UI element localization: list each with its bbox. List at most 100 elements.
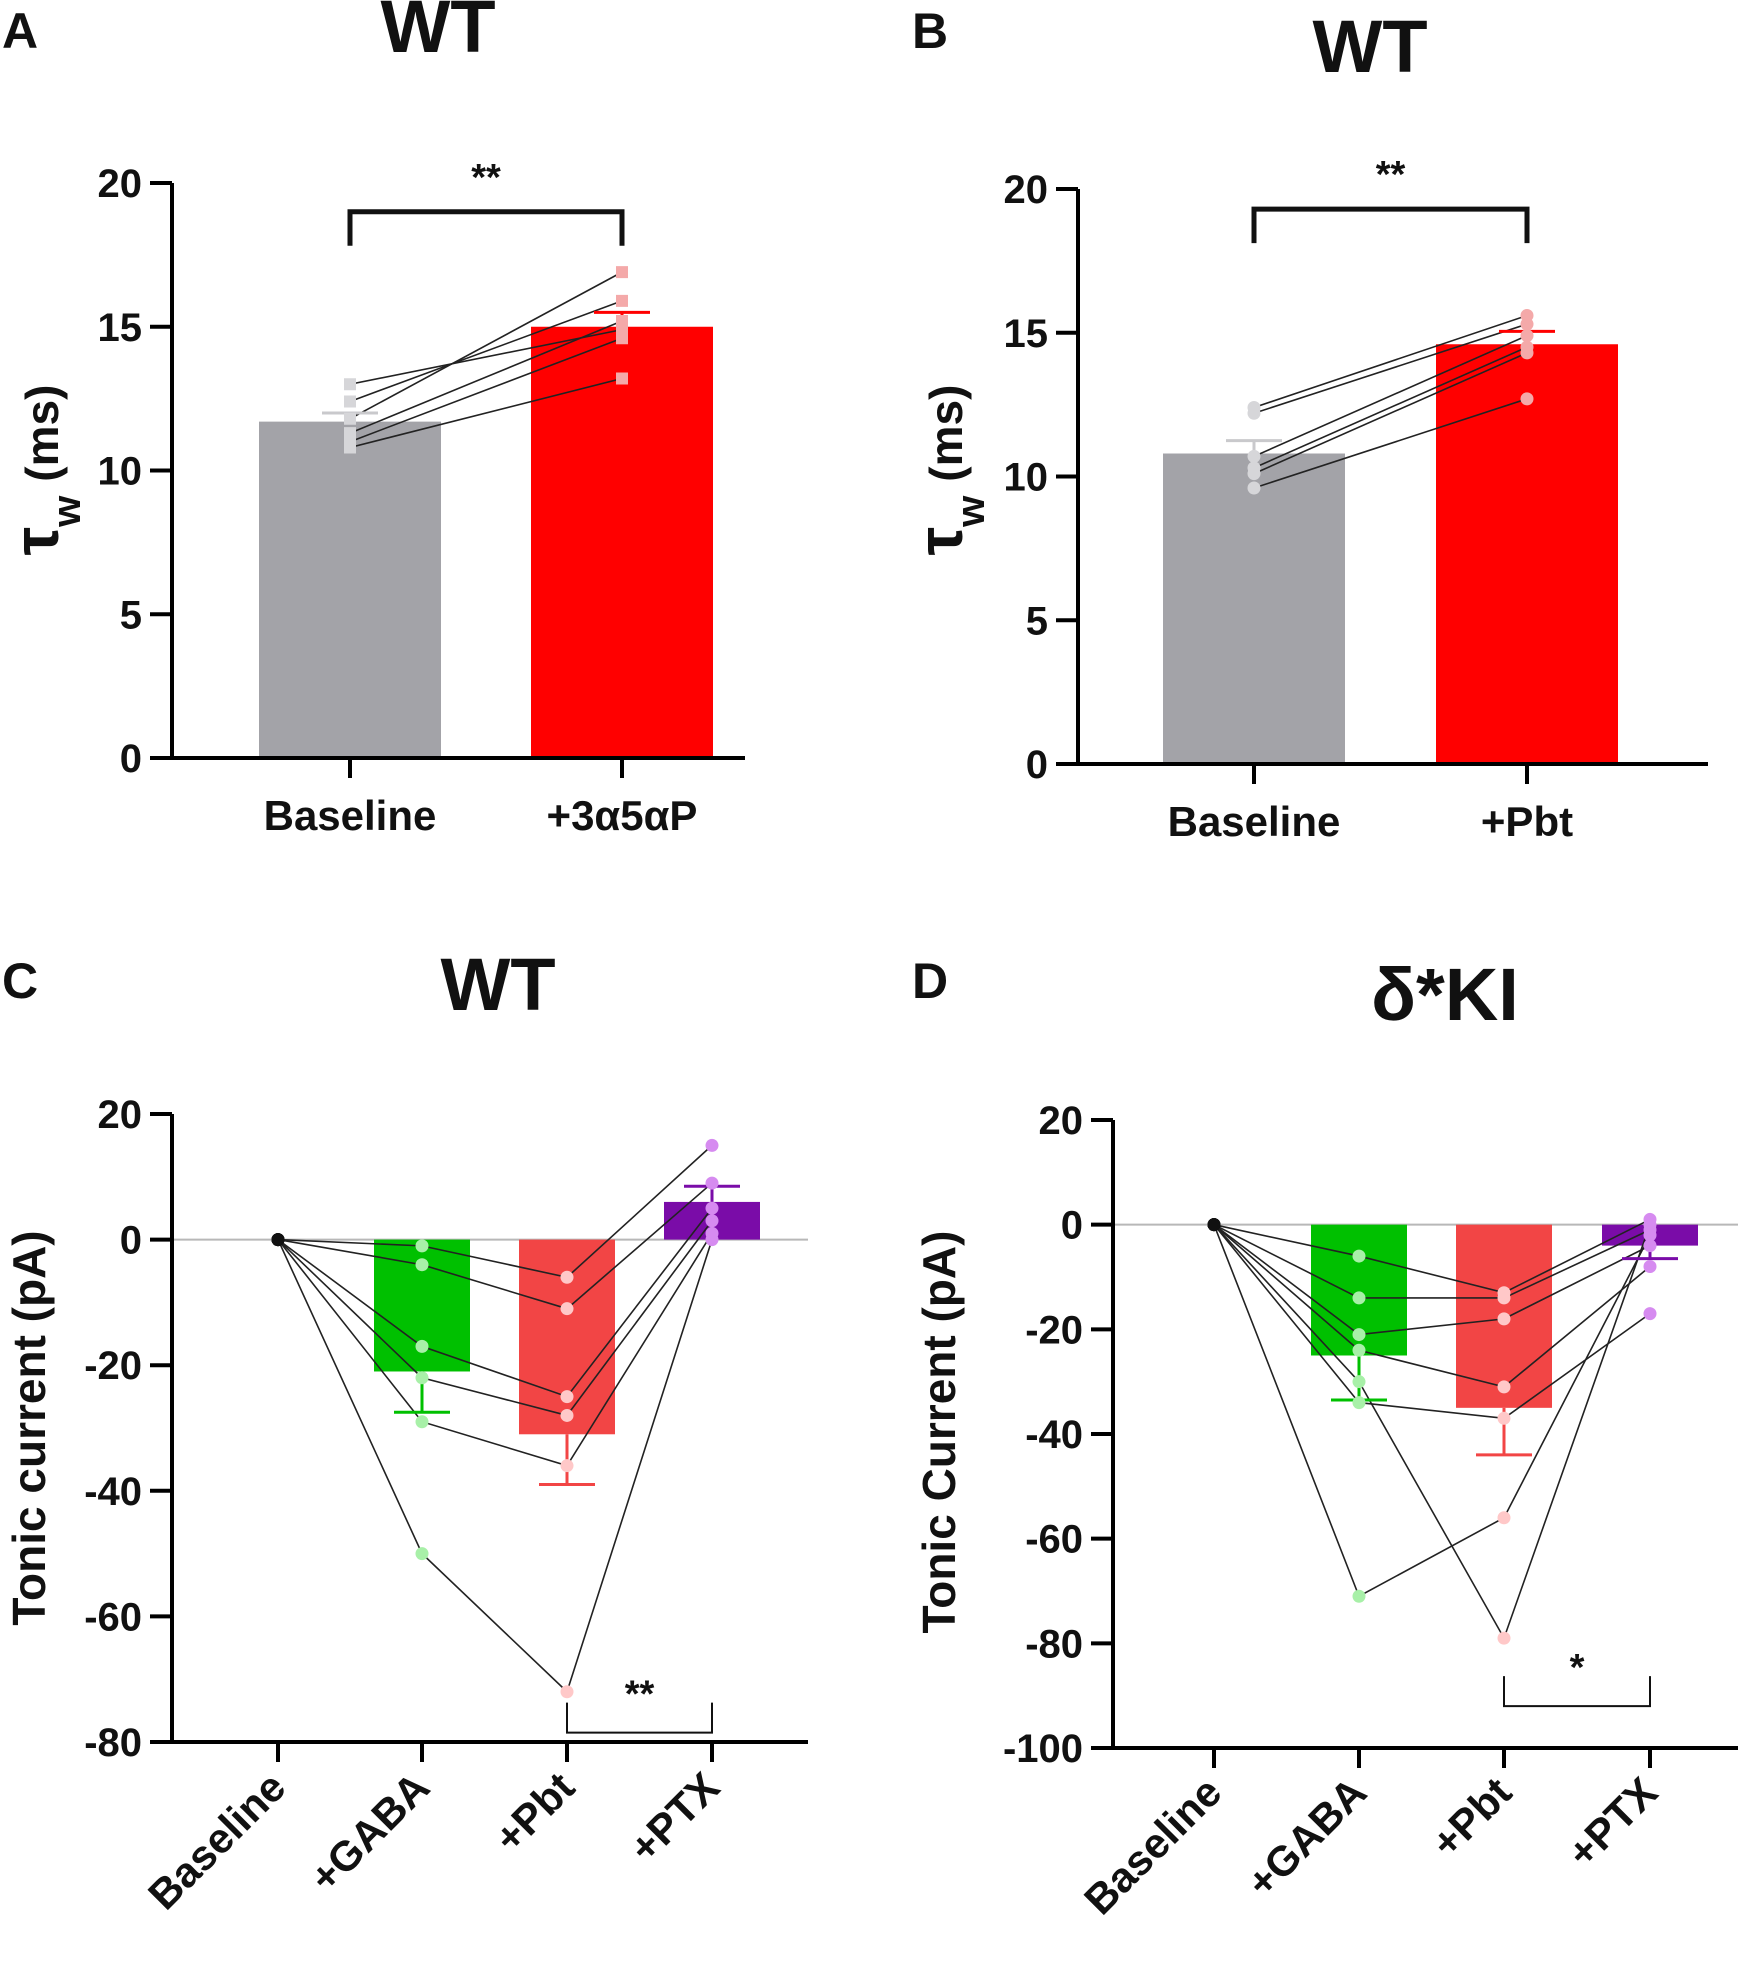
data-point <box>415 1239 429 1253</box>
data-point <box>415 1258 429 1272</box>
panel-title: δ*KI <box>1371 953 1519 1036</box>
significance-bracket <box>566 1702 713 1734</box>
data-point <box>1497 1511 1511 1525</box>
paired-line-4 <box>1253 352 1528 475</box>
data-point <box>1643 1218 1657 1232</box>
data-point <box>1352 1375 1366 1389</box>
paired-line-5 <box>349 377 623 449</box>
data-point <box>1247 467 1261 481</box>
paired-line-0 <box>1213 1218 1651 1294</box>
y-tick-label: -60 <box>84 1595 142 1639</box>
data-point <box>1643 1307 1657 1321</box>
data-point <box>1247 406 1261 420</box>
data-point <box>1497 1631 1511 1645</box>
paired-line-4 <box>277 1232 713 1467</box>
y-tick-label: 0 <box>120 1219 142 1263</box>
y-tick-label: 0 <box>1026 743 1048 787</box>
data-point <box>1643 1239 1657 1253</box>
data-point <box>560 1459 574 1473</box>
data-point <box>560 1302 574 1316</box>
x-tick-label: +3α5αP <box>547 792 698 839</box>
x-tick-label: +PTX <box>620 1763 728 1871</box>
significance-label: ** <box>1376 154 1406 196</box>
data-point <box>1643 1228 1657 1242</box>
data-point <box>344 412 356 425</box>
data-point <box>1352 1328 1366 1342</box>
paired-line-5 <box>1253 398 1528 489</box>
data-point <box>1497 1291 1511 1305</box>
x-tick-label: +Pbt <box>1422 1768 1520 1866</box>
y-axis-label: τw (ms) <box>904 385 993 556</box>
panel-title: WT <box>440 943 555 1026</box>
paired-line-2 <box>1253 334 1528 458</box>
y-axis-label: Tonic Current (pA) <box>913 1231 965 1634</box>
x-tick-label: Baseline <box>1168 798 1341 845</box>
y-tick-label: -100 <box>1003 1727 1083 1771</box>
data-point <box>1520 317 1534 331</box>
data-point <box>616 266 628 279</box>
panel-letter: D <box>912 953 948 1009</box>
y-tick-label: 20 <box>1004 168 1049 212</box>
bar-1 <box>531 326 713 758</box>
data-point <box>415 1547 429 1561</box>
panel-title: WT <box>380 0 495 68</box>
y-tick-label: 10 <box>1004 456 1049 500</box>
data-point <box>616 294 628 307</box>
y-tick-label: 20 <box>98 162 143 206</box>
significance-bracket <box>347 209 625 246</box>
paired-line-3 <box>1213 1224 1651 1388</box>
data-point <box>1643 1260 1657 1274</box>
data-point <box>415 1415 429 1429</box>
paired-line-0 <box>277 1144 713 1279</box>
data-point <box>560 1408 574 1422</box>
y-tick-label: 0 <box>1061 1204 1083 1248</box>
y-axis-label: τw (ms) <box>0 385 89 556</box>
data-point <box>1352 1343 1366 1357</box>
paired-line-5 <box>277 1239 713 1694</box>
data-point <box>705 1214 719 1228</box>
y-tick-label: 15 <box>98 306 143 350</box>
paired-line-0 <box>1253 314 1528 409</box>
y-tick-label: 20 <box>1039 1099 1084 1143</box>
data-point <box>1520 329 1534 343</box>
ylabel-subscript: w <box>45 495 89 528</box>
paired-line-5 <box>1213 1224 1651 1598</box>
bar-2 <box>519 1239 615 1435</box>
panel-c: C WT Tonic current (pA) -80 -60 -40 -20 0 20 Base… <box>2 943 808 1919</box>
paired-line-2 <box>277 1207 713 1398</box>
data-point <box>344 441 356 454</box>
panel-letter: B <box>912 3 948 59</box>
data-point <box>415 1339 429 1353</box>
x-tick-label: +Pbt <box>1481 798 1573 845</box>
y-tick-label: 5 <box>1026 599 1048 643</box>
bar-0 <box>1163 453 1345 764</box>
paired-line-0 <box>349 328 623 386</box>
panel-a: A WT τw (ms) 0 5 10 15 20 Baseline +3α5αP ** <box>0 0 745 839</box>
data-point <box>705 1233 719 1247</box>
data-point <box>616 332 628 345</box>
data-point <box>1247 449 1261 463</box>
y-tick-label: 15 <box>1004 312 1049 356</box>
data-point <box>705 1201 719 1215</box>
panel-title: WT <box>1312 5 1427 88</box>
y-tick-label: 5 <box>120 593 142 637</box>
y-tick-label: -60 <box>1025 1518 1083 1562</box>
data-point <box>1497 1411 1511 1425</box>
paired-line-3 <box>349 320 623 434</box>
x-tick-label: Baseline <box>264 792 437 839</box>
paired-line-4 <box>1213 1224 1651 1420</box>
y-tick-label: 10 <box>98 450 143 494</box>
significance-label: ** <box>471 157 501 199</box>
paired-line-1 <box>349 300 623 403</box>
y-axis-label: Tonic current (pA) <box>3 1230 55 1625</box>
data-point <box>560 1685 574 1699</box>
data-point <box>1352 1249 1366 1263</box>
paired-line-1 <box>277 1182 713 1310</box>
paired-line-1 <box>1253 323 1528 415</box>
data-point <box>1352 1291 1366 1305</box>
paired-line-3 <box>1253 346 1528 469</box>
data-point <box>1520 346 1534 360</box>
y-tick-label: 20 <box>98 1093 143 1137</box>
